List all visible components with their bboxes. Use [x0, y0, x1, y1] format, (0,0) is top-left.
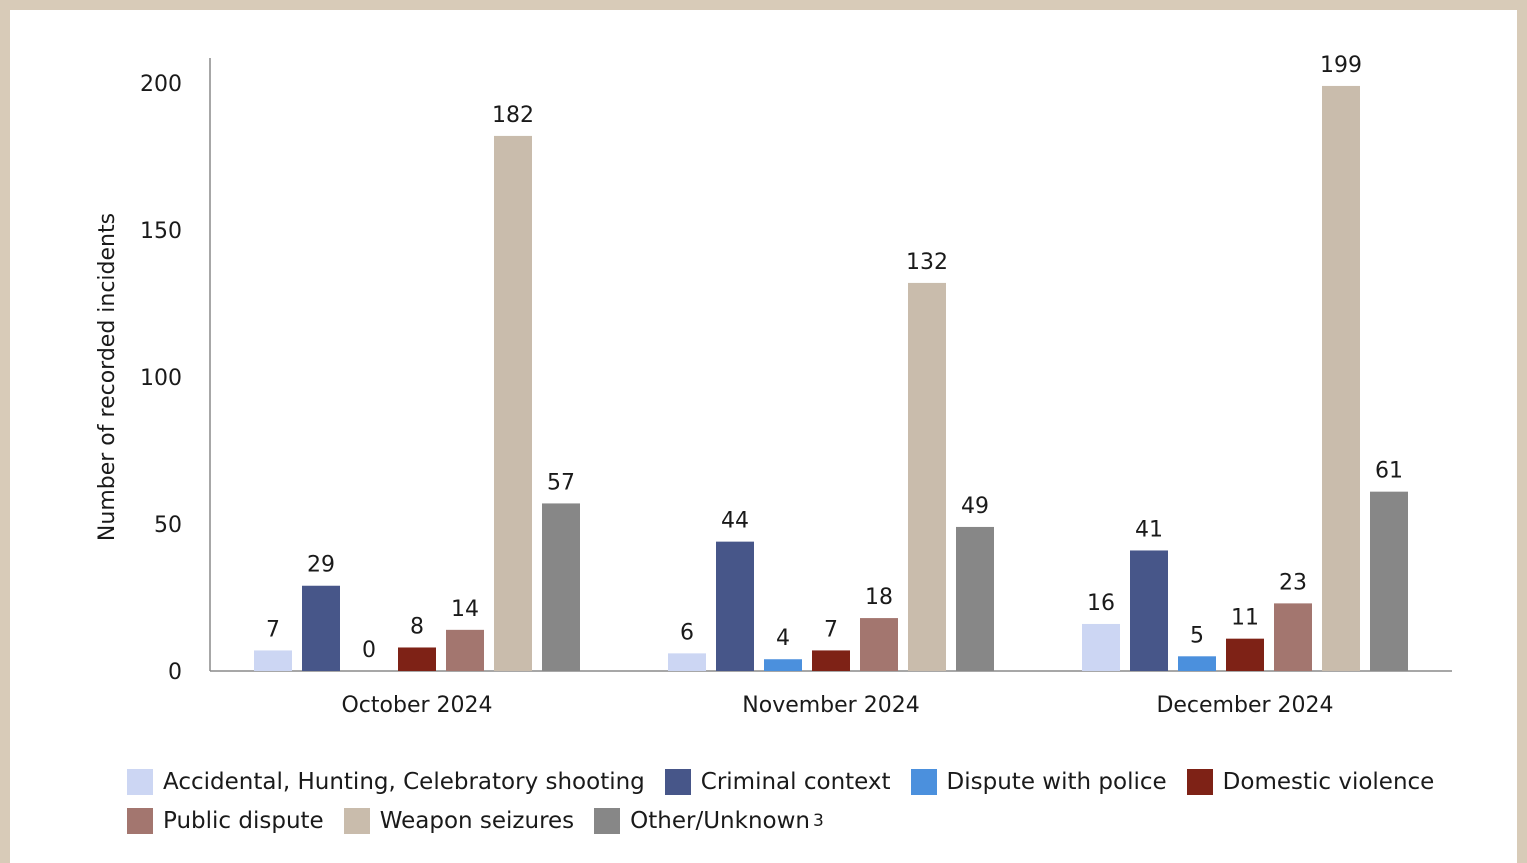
bar-other-unknown-1: [956, 526, 994, 671]
bar-weapon-seizures-0: [494, 135, 532, 672]
y-tick-label-100: 100: [140, 366, 182, 391]
bar-public-dispute-1: [860, 618, 898, 671]
data-label-accidental-hunting-celebratory-shooting-1: 6: [680, 620, 694, 645]
legend-item-criminal: Criminal context: [664, 768, 891, 795]
legend-row-2: Public dispute Weapon seizures Other/Unk…: [127, 801, 1507, 840]
data-label-criminal-context-2: 41: [1135, 517, 1163, 542]
legend-item-other: Other/Unknown 3: [594, 807, 824, 834]
y-tick-label-0: 0: [168, 660, 182, 685]
data-label-other-unknown-0: 57: [547, 470, 575, 495]
bar-dispute-with-police-1: [764, 659, 802, 671]
data-label-public-dispute-0: 14: [451, 597, 479, 622]
bar-weapon-seizures-2: [1322, 85, 1360, 671]
legend-label-public: Public dispute: [163, 807, 324, 834]
legend-item-public: Public dispute: [127, 807, 324, 834]
data-label-domestic-violence-0: 8: [410, 614, 424, 639]
data-label-dispute-with-police-1: 4: [776, 626, 790, 651]
x-tick-label-2: December 2024: [1156, 693, 1333, 718]
bar-criminal-context-1: [716, 541, 754, 671]
legend-item-accidental: Accidental, Hunting, Celebratory shootin…: [127, 768, 645, 795]
legend-label-police: Dispute with police: [946, 768, 1167, 795]
data-label-dispute-with-police-2: 5: [1190, 623, 1204, 648]
data-label-weapon-seizures-1: 132: [906, 250, 948, 275]
legend-label-criminal: Criminal context: [700, 768, 891, 795]
bar-accidental-hunting-celebratory-shooting-1: [668, 653, 706, 671]
y-tick-label-50: 50: [154, 513, 182, 538]
data-label-dispute-with-police-0: 0: [362, 638, 376, 663]
bar-other-unknown-0: [542, 503, 580, 671]
data-label-other-unknown-1: 49: [961, 494, 989, 519]
legend: Accidental, Hunting, Celebratory shootin…: [127, 762, 1507, 840]
bar-dispute-with-police-2: [1178, 656, 1216, 671]
legend-swatch-police: [910, 768, 937, 795]
data-label-accidental-hunting-celebratory-shooting-0: 7: [266, 617, 280, 642]
legend-swatch-criminal: [664, 768, 691, 795]
bar-domestic-violence-2: [1226, 638, 1264, 671]
bar-public-dispute-2: [1274, 603, 1312, 671]
y-tick-label-150: 150: [140, 219, 182, 244]
data-label-public-dispute-1: 18: [865, 585, 893, 610]
data-label-domestic-violence-2: 11: [1231, 606, 1259, 631]
bar-accidental-hunting-celebratory-shooting-2: [1082, 623, 1120, 671]
data-label-public-dispute-2: 23: [1279, 570, 1307, 595]
chart-frame: 0 50 100 150 200 Number of recorded incidents…: [10, 10, 1517, 863]
legend-label-accidental: Accidental, Hunting, Celebratory shootin…: [163, 768, 645, 795]
legend-swatch-domestic: [1186, 768, 1213, 795]
bar-other-unknown-2: [1370, 491, 1408, 671]
legend-swatch-other: [594, 807, 621, 834]
x-tick-label-1: November 2024: [742, 693, 919, 718]
bar-domestic-violence-0: [398, 647, 436, 671]
legend-item-weapon: Weapon seizures: [343, 807, 575, 834]
legend-item-police: Dispute with police: [910, 768, 1167, 795]
data-label-accidental-hunting-celebratory-shooting-2: 16: [1087, 591, 1115, 616]
data-label-domestic-violence-1: 7: [824, 617, 838, 642]
y-tick-label-200: 200: [140, 72, 182, 97]
legend-footnote-other: 3: [813, 810, 824, 831]
data-label-other-unknown-2: 61: [1375, 459, 1403, 484]
bar-weapon-seizures-1: [908, 282, 946, 671]
legend-label-domestic: Domestic violence: [1222, 768, 1435, 795]
legend-label-weapon: Weapon seizures: [379, 807, 575, 834]
legend-label-other: Other/Unknown: [630, 807, 810, 834]
data-label-weapon-seizures-0: 182: [492, 103, 534, 128]
data-label-weapon-seizures-2: 199: [1320, 53, 1362, 78]
bar-criminal-context-2: [1130, 550, 1168, 671]
data-label-criminal-context-1: 44: [721, 509, 749, 534]
legend-item-domestic: Domestic violence: [1186, 768, 1435, 795]
bar-public-dispute-0: [446, 629, 484, 671]
legend-row-1: Accidental, Hunting, Celebratory shootin…: [127, 762, 1507, 801]
bar-domestic-violence-1: [812, 650, 850, 671]
legend-swatch-weapon: [343, 807, 370, 834]
bar-accidental-hunting-celebratory-shooting-0: [254, 650, 292, 671]
data-label-criminal-context-0: 29: [307, 553, 335, 578]
legend-swatch-accidental: [127, 768, 153, 795]
x-tick-label-0: October 2024: [341, 693, 492, 718]
legend-swatch-public: [127, 807, 153, 834]
y-axis-title: Number of recorded incidents: [95, 213, 120, 541]
bar-criminal-context-0: [302, 585, 340, 671]
